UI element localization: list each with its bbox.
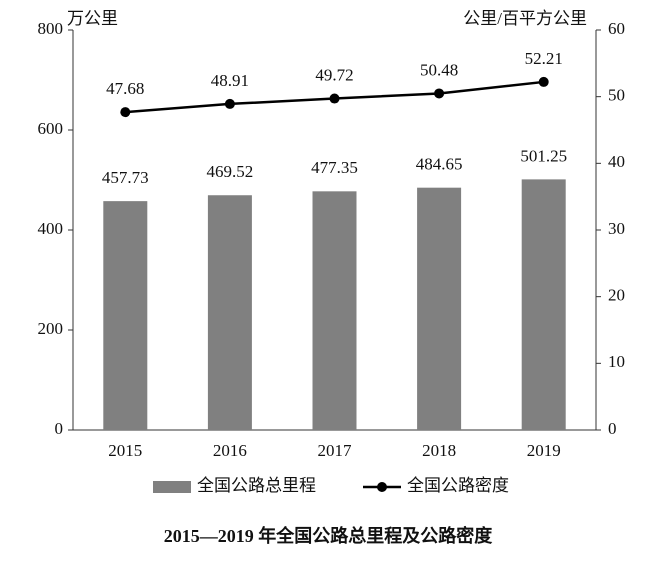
line-point [329, 93, 340, 104]
line-point [120, 107, 131, 118]
y-tick-label: 0 [55, 419, 64, 438]
legend-swatch [153, 481, 191, 493]
y2-tick-label: 10 [608, 352, 625, 371]
y2-tick-label: 40 [608, 152, 625, 171]
line-value-label: 50.48 [420, 60, 458, 79]
legend-label: 全国公路总里程 [197, 476, 316, 495]
line-value-label: 52.21 [525, 49, 563, 68]
bar-value-label: 469.52 [207, 162, 254, 181]
bar [207, 195, 252, 430]
chart-title: 2015—2019 年全国公路总里程及公路密度 [164, 525, 493, 546]
bar [312, 191, 357, 430]
x-tick-label: 2016 [213, 441, 247, 460]
bar [521, 179, 566, 430]
x-tick-label: 2015 [108, 441, 142, 460]
y2-tick-label: 20 [608, 286, 625, 305]
y-axis-label: 万公里 [67, 9, 118, 28]
line-point [434, 88, 445, 99]
y-tick-label: 600 [38, 119, 64, 138]
line-value-label: 49.72 [315, 65, 353, 84]
x-tick-label: 2018 [422, 441, 456, 460]
y-tick-label: 200 [38, 319, 64, 338]
bar-value-label: 477.35 [311, 158, 358, 177]
x-tick-label: 2019 [527, 441, 561, 460]
y2-tick-label: 30 [608, 219, 625, 238]
bar-value-label: 501.25 [520, 146, 567, 165]
bar-value-label: 457.73 [102, 168, 149, 187]
legend-label: 全国公路密度 [407, 476, 509, 495]
y2-axis-label: 公里/百平方公里 [463, 9, 587, 28]
line-point [538, 76, 549, 87]
bar [103, 201, 148, 430]
line-point [224, 98, 235, 109]
y2-tick-label: 60 [608, 19, 625, 38]
bar-value-label: 484.65 [416, 155, 463, 174]
bar [417, 187, 462, 430]
y2-tick-label: 0 [608, 419, 617, 438]
x-tick-label: 2017 [318, 441, 353, 460]
line-value-label: 48.91 [211, 71, 249, 90]
y-tick-label: 800 [38, 19, 64, 38]
line-value-label: 47.68 [106, 79, 144, 98]
legend-swatch-marker [377, 482, 387, 492]
y2-tick-label: 50 [608, 86, 625, 105]
y-tick-label: 400 [38, 219, 64, 238]
